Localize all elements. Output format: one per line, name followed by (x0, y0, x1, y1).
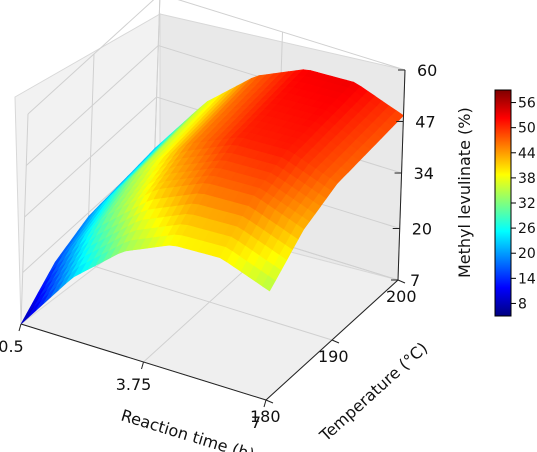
response-surface (20, 69, 404, 325)
colorbar-tick-label-2: 20 (518, 246, 536, 262)
z-tick-label-2: 34 (414, 164, 434, 183)
x-tick-label-2: 7 (251, 413, 261, 432)
colorbar-tick-label-7: 50 (518, 121, 536, 137)
x-tick-mark-1 (141, 361, 144, 370)
y-tick-mark-0 (265, 399, 274, 404)
colorbar-gradient (494, 89, 512, 317)
colorbar-tick-label-3: 26 (518, 221, 536, 237)
z-tick-label-0: 7 (410, 271, 420, 290)
y-tick-label-2: 200 (386, 287, 417, 306)
colorbar-ticks: 8 14 20 26 32 38 44 50 56 (511, 96, 536, 312)
colorbar-tick-label-4: 32 (518, 196, 536, 212)
colorbar-tick-label-1: 14 (518, 271, 536, 287)
colorbar: 8 14 20 26 32 38 44 50 56 (494, 89, 536, 317)
x-tick-label-1: 3.75 (116, 375, 152, 394)
z-tick-label-1: 20 (412, 219, 432, 238)
z-axis-label: Methyl levulinate (%) (455, 107, 474, 278)
y-tick-label-0: 180 (250, 407, 281, 426)
colorbar-tick-label-0: 8 (518, 296, 527, 312)
x-tick-mark-2 (263, 399, 267, 408)
z-tick-label-4: 60 (417, 61, 437, 80)
gridline-z-4 (27, 0, 406, 115)
y-tick-mark-2 (397, 279, 406, 284)
surface-patch (262, 275, 276, 292)
x-tick-label-0: 0.5 (0, 337, 24, 356)
x-tick-mark-0 (18, 323, 22, 332)
z-axis-line (397, 69, 406, 281)
y-tick-mark-1 (331, 339, 340, 344)
y-tick-label-1: 190 (318, 347, 349, 366)
x-axis-label: Reaction time (h) (119, 406, 257, 452)
colorbar-tick-label-5: 38 (518, 171, 536, 187)
colorbar-tick-label-8: 56 (518, 96, 536, 112)
z-tick-label-3: 47 (415, 113, 435, 132)
colorbar-tick-label-6: 44 (518, 146, 536, 162)
